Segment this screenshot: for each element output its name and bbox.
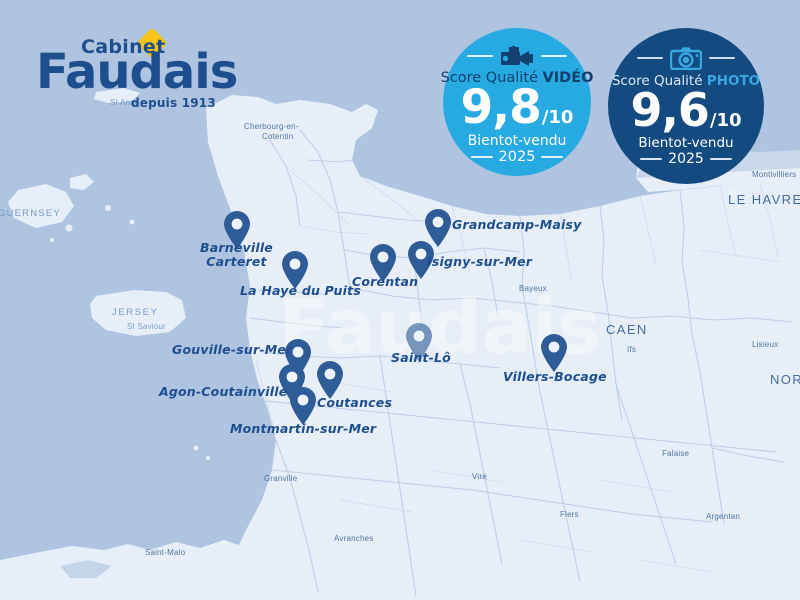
logo[interactable]: Cabinet Faudais depuis 1913 — [34, 27, 238, 120]
video-badge-header — [443, 45, 591, 67]
video-badge-score: 9,8 /10 — [461, 84, 574, 131]
map-pin-label-montmartin-sur-mer: Montmartin-sur-Mer — [230, 421, 377, 436]
photo-badge-title: Score Qualité PHOTO — [612, 73, 760, 89]
photo-badge-title-strong: PHOTO — [706, 73, 761, 89]
label-line-1: Barneville — [200, 240, 273, 255]
map-pin-label-villers-bocage: Villers-Bocage — [503, 369, 607, 384]
video-camera-icon — [501, 45, 533, 66]
map-pin-coutances[interactable] — [315, 360, 345, 400]
year-rule-left — [640, 158, 663, 160]
rule-left — [467, 55, 493, 57]
video-badge-year-row: 2025 — [470, 149, 564, 165]
year-rule-left — [470, 156, 493, 158]
label-line-2: Carteret — [206, 254, 267, 270]
video-badge-title-strong: VIDÉO — [542, 70, 594, 86]
map-pin-label-isigny-sur-mer: Isigny-sur-Mer — [427, 254, 533, 269]
video-badge-title: Score Qualité VIDÉO — [441, 70, 594, 86]
score-badge-video[interactable]: Score Qualité VIDÉO 9,8 /10 Bientot-vend… — [441, 28, 594, 176]
score-badge-photo[interactable]: Score Qualité PHOTO 9,6 /10 Bientot-vend… — [608, 28, 764, 184]
map-pin-grandcamp-maisy[interactable] — [423, 208, 453, 248]
map-pin-label-coutances: Coutances — [317, 395, 393, 410]
map-pin-villers-bocage[interactable] — [539, 333, 569, 373]
map-pin-isigny-sur-mer[interactable] — [406, 240, 436, 280]
map-pin-barneville-carteret[interactable] — [222, 210, 252, 250]
photo-badge-year: 2025 — [668, 151, 704, 167]
photo-score-denominator: /10 — [709, 110, 742, 131]
map-pin-label-saint-lo: Saint-Lô — [391, 350, 451, 365]
rule-right — [709, 57, 735, 59]
photo-badge-title-prefix: Score Qualité — [611, 73, 707, 89]
photo-camera-icon — [670, 47, 702, 70]
photo-badge-header — [608, 46, 764, 70]
map-pin-label-gouville-sur-mer: Gouville-sur-Mer — [172, 342, 293, 357]
map-pin-label-corentan: Corentan — [352, 274, 419, 289]
map-pin-label-barneville-carteret: Barneville Carteret — [200, 240, 273, 270]
year-rule-right — [709, 158, 732, 160]
rule-right — [541, 55, 567, 57]
map-pin-saint-lo[interactable] — [404, 322, 434, 362]
rule-left — [637, 57, 663, 59]
video-badge-title-prefix: Score Qualité — [440, 70, 543, 86]
video-score-value: 9,8 — [460, 80, 542, 135]
map-pin-corentan[interactable] — [368, 243, 398, 283]
video-score-denominator: /10 — [541, 107, 574, 128]
year-rule-right — [541, 156, 564, 158]
logo-cabinet-text: Cabinet — [81, 36, 166, 58]
photo-badge-year-row: 2025 — [640, 151, 732, 167]
video-badge-year: 2025 — [498, 149, 536, 165]
map-pin-label-grandcamp-maisy: Grandcamp-Maisy — [452, 217, 582, 232]
map-pin-montmartin-sur-mer[interactable] — [288, 386, 318, 426]
map-pin-label-agon-coutainville: Agon-Coutainville — [159, 384, 288, 399]
photo-score-value: 9,6 — [630, 83, 709, 137]
logo-name-text: Faudais — [36, 44, 238, 100]
logo-since-text: depuis 1913 — [131, 96, 216, 110]
map-pin-label-la-haye-du-puits: La Haye du Puits — [240, 283, 361, 298]
video-badge-subtitle: Bientot-vendu — [467, 133, 567, 149]
photo-badge-score: 9,6 /10 — [630, 87, 741, 133]
photo-badge-subtitle: Bientot-vendu — [638, 135, 734, 151]
map-pin-la-haye-du-puits[interactable] — [280, 250, 310, 290]
